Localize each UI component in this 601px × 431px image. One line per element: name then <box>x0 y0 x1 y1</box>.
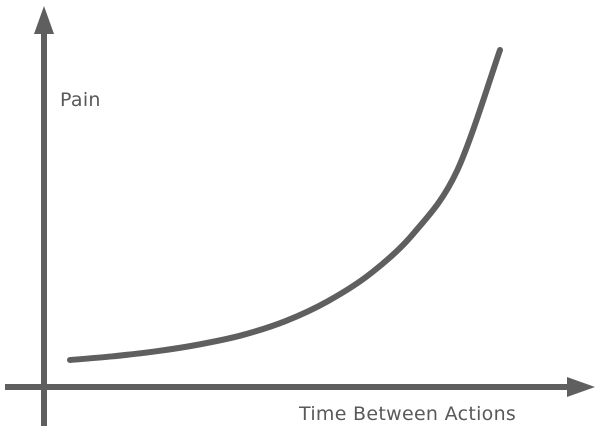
x-axis <box>5 377 595 397</box>
x-axis-arrow-icon <box>567 377 595 397</box>
y-axis-label: Pain <box>60 89 101 111</box>
y-axis-arrow-icon <box>34 6 54 34</box>
pain-curve-line <box>67 47 503 363</box>
y-axis <box>34 6 54 426</box>
x-axis-label: Time Between Actions <box>298 403 516 425</box>
